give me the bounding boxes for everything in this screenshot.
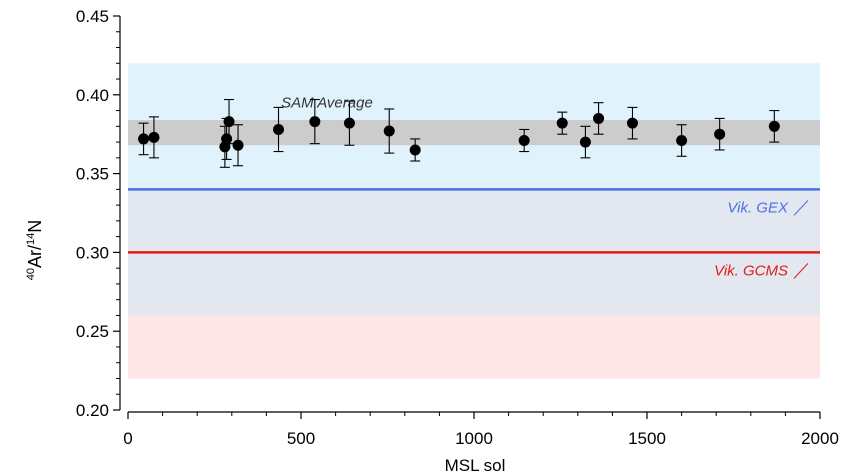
x-tick-label: 2000 (801, 429, 839, 448)
x-tick-label: 0 (123, 429, 132, 448)
reference-line-leader-1 (793, 263, 809, 279)
y-tick-label: 0.40 (76, 86, 109, 105)
annotations: SAM Average (281, 94, 373, 111)
background-bands (128, 63, 820, 379)
data-point (676, 135, 688, 147)
y-label-sup1: 40 (25, 268, 37, 280)
x-tick-label: 1500 (628, 429, 666, 448)
y-tick-label: 0.25 (76, 322, 109, 341)
reference-lines: Vik. GEX Vik. GCMS (128, 188, 820, 279)
data-point (309, 116, 321, 128)
data-point (138, 133, 150, 145)
data-point (273, 123, 285, 135)
band-2 (128, 315, 820, 379)
data-point (223, 116, 235, 128)
reference-line-leader-0 (793, 200, 809, 216)
annotation-0: SAM Average (281, 94, 373, 111)
x-axis-label: MSL sol (445, 456, 506, 475)
axes: 0 500 1000 1500 2000 0.20 0.25 0.30 0.35 0.40 0.4… (76, 7, 839, 448)
data-point (556, 117, 568, 129)
x-ticks: 0 500 1000 1500 2000 (123, 412, 839, 448)
y-label-base1: Ar/ (25, 245, 45, 268)
data-point (148, 131, 160, 143)
reference-line-label-1: Vik. GCMS (714, 262, 788, 279)
y-label-base2: N (25, 220, 45, 233)
x-tick-label: 1000 (455, 429, 493, 448)
y-tick-label: 0.45 (76, 7, 109, 26)
y-ticks: 0.20 0.25 0.30 0.35 0.40 0.45 (76, 7, 120, 420)
data-point (768, 120, 780, 132)
data-point (383, 125, 395, 137)
x-tick-label: 500 (287, 429, 315, 448)
y-label-sup2: 14 (25, 233, 37, 245)
y-tick-label: 0.30 (76, 243, 109, 262)
data-point (579, 136, 591, 148)
data-point (518, 135, 530, 147)
data-points (138, 112, 780, 156)
data-point (343, 117, 355, 129)
data-point (714, 128, 726, 140)
data-point (221, 133, 233, 145)
data-point (593, 112, 605, 124)
reference-line-label-0: Vik. GEX (727, 199, 789, 216)
band-3 (128, 120, 820, 146)
y-tick-label: 0.35 (76, 165, 109, 184)
y-tick-label: 0.20 (76, 401, 109, 420)
y-axis-label: 40Ar/14N (25, 220, 45, 281)
data-point (409, 144, 421, 156)
data-point (626, 117, 638, 129)
data-point (232, 139, 244, 151)
